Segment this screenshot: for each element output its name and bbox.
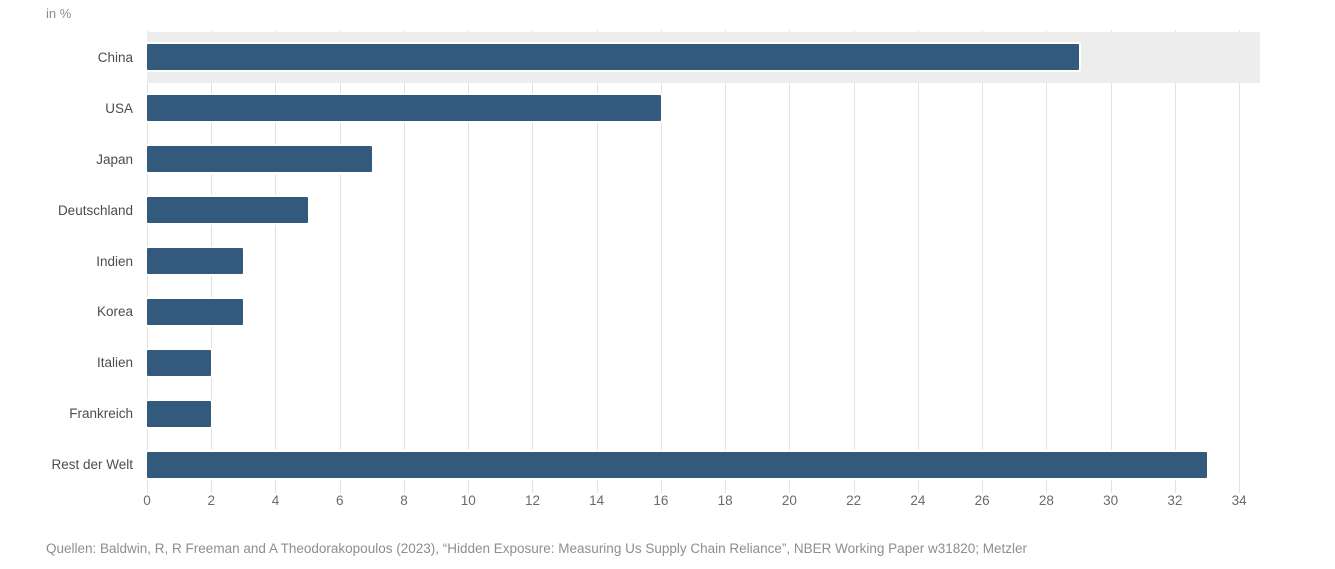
bar-track-indien <box>147 236 1260 287</box>
gridline-14 <box>596 30 598 493</box>
x-axis-tick-label-2: 2 <box>207 493 215 508</box>
bar-track-rest-der-welt <box>147 439 1260 490</box>
bar-japan <box>147 146 372 173</box>
bar-track-italien <box>147 337 1260 388</box>
bar-track-frankreich <box>147 388 1260 439</box>
gridline-16 <box>660 30 662 493</box>
bar-row-frankreich: Frankreich <box>0 388 1260 439</box>
bar-track-china <box>147 32 1260 83</box>
bar-track-usa <box>147 83 1260 134</box>
bar-china <box>147 44 1079 71</box>
bar-frankreich <box>147 400 212 427</box>
x-axis-tick-label-12: 12 <box>524 493 540 508</box>
gridline-34 <box>1239 30 1241 493</box>
x-axis-tick-label-8: 8 <box>400 493 408 508</box>
bar-row-rest-der-welt: Rest der Welt <box>0 439 1260 490</box>
bar-track-deutschland <box>147 185 1260 236</box>
bar-row-deutschland: Deutschland <box>0 185 1260 236</box>
bar-track-japan <box>147 134 1260 185</box>
unit-label: in % <box>46 6 72 21</box>
gridline-4 <box>275 30 277 493</box>
category-label-usa: USA <box>105 100 133 116</box>
x-axis-tick-label-14: 14 <box>589 493 605 508</box>
x-axis-tick-label-6: 6 <box>335 493 344 508</box>
gridline-10 <box>468 30 470 493</box>
x-axis-tick-label-26: 26 <box>974 493 990 508</box>
gridline-22 <box>853 30 855 493</box>
category-label-indien: Indien <box>96 253 133 269</box>
x-axis-tick-label-0: 0 <box>143 493 151 508</box>
bar-usa <box>147 95 661 122</box>
gridline-28 <box>1046 30 1048 493</box>
category-label-frankreich: Frankreich <box>69 406 133 422</box>
category-label-italien: Italien <box>96 355 133 371</box>
x-axis-tick-label-10: 10 <box>460 493 476 508</box>
bar-deutschland <box>147 197 308 224</box>
bar-row-korea: Korea <box>0 286 1260 337</box>
category-label-korea: Korea <box>96 304 133 320</box>
category-label-china: China <box>97 49 133 65</box>
bar-track-korea <box>147 286 1260 337</box>
bar-korea <box>147 298 244 325</box>
x-axis-tick-label-22: 22 <box>846 493 862 508</box>
gridline-24 <box>917 30 919 493</box>
gridline-30 <box>1110 30 1112 493</box>
bar-row-china: China <box>0 32 1260 83</box>
bar-rows: China USA Japan Deutschland Indien Korea Itali… <box>0 32 1260 490</box>
x-axis-tick-label-18: 18 <box>717 493 733 508</box>
bar-italien <box>147 349 212 376</box>
category-label-rest-der-welt: Rest der Welt <box>51 457 133 473</box>
gridline-32 <box>1174 30 1176 493</box>
gridline-26 <box>982 30 984 493</box>
gridline-20 <box>789 30 791 493</box>
x-axis-tick-label-32: 32 <box>1167 493 1183 508</box>
x-axis-tick-label-16: 16 <box>653 493 669 508</box>
bar-indien <box>147 248 244 274</box>
x-axis-tick-label-4: 4 <box>271 493 280 508</box>
grid-layer <box>147 30 1260 493</box>
gridline-12 <box>532 30 534 493</box>
gridline-18 <box>725 30 727 493</box>
x-axis-tick-label-34: 34 <box>1231 493 1247 508</box>
gridline-8 <box>403 30 405 493</box>
x-axis-tick-label-30: 30 <box>1103 493 1119 508</box>
bar-row-indien: Indien <box>0 236 1260 287</box>
category-label-deutschland: Deutschland <box>57 202 133 218</box>
bar-row-italien: Italien <box>0 337 1260 388</box>
source-text: Quellen: Baldwin, R, R Freeman and A The… <box>46 541 1028 556</box>
x-axis-ticks: 0 2 4 6 8 10 12 14 16 18 20 22 24 26 28 30 32 34 <box>143 493 1260 511</box>
x-axis-tick-label-24: 24 <box>910 493 926 508</box>
x-axis-tick-label-28: 28 <box>1038 493 1054 508</box>
bar-rest-der-welt <box>147 451 1207 478</box>
bar-row-japan: Japan <box>0 134 1260 185</box>
bar-row-usa: USA <box>0 83 1260 134</box>
category-label-japan: Japan <box>96 151 133 167</box>
gridline-6 <box>339 30 341 493</box>
x-axis-tick-label-20: 20 <box>781 493 797 508</box>
